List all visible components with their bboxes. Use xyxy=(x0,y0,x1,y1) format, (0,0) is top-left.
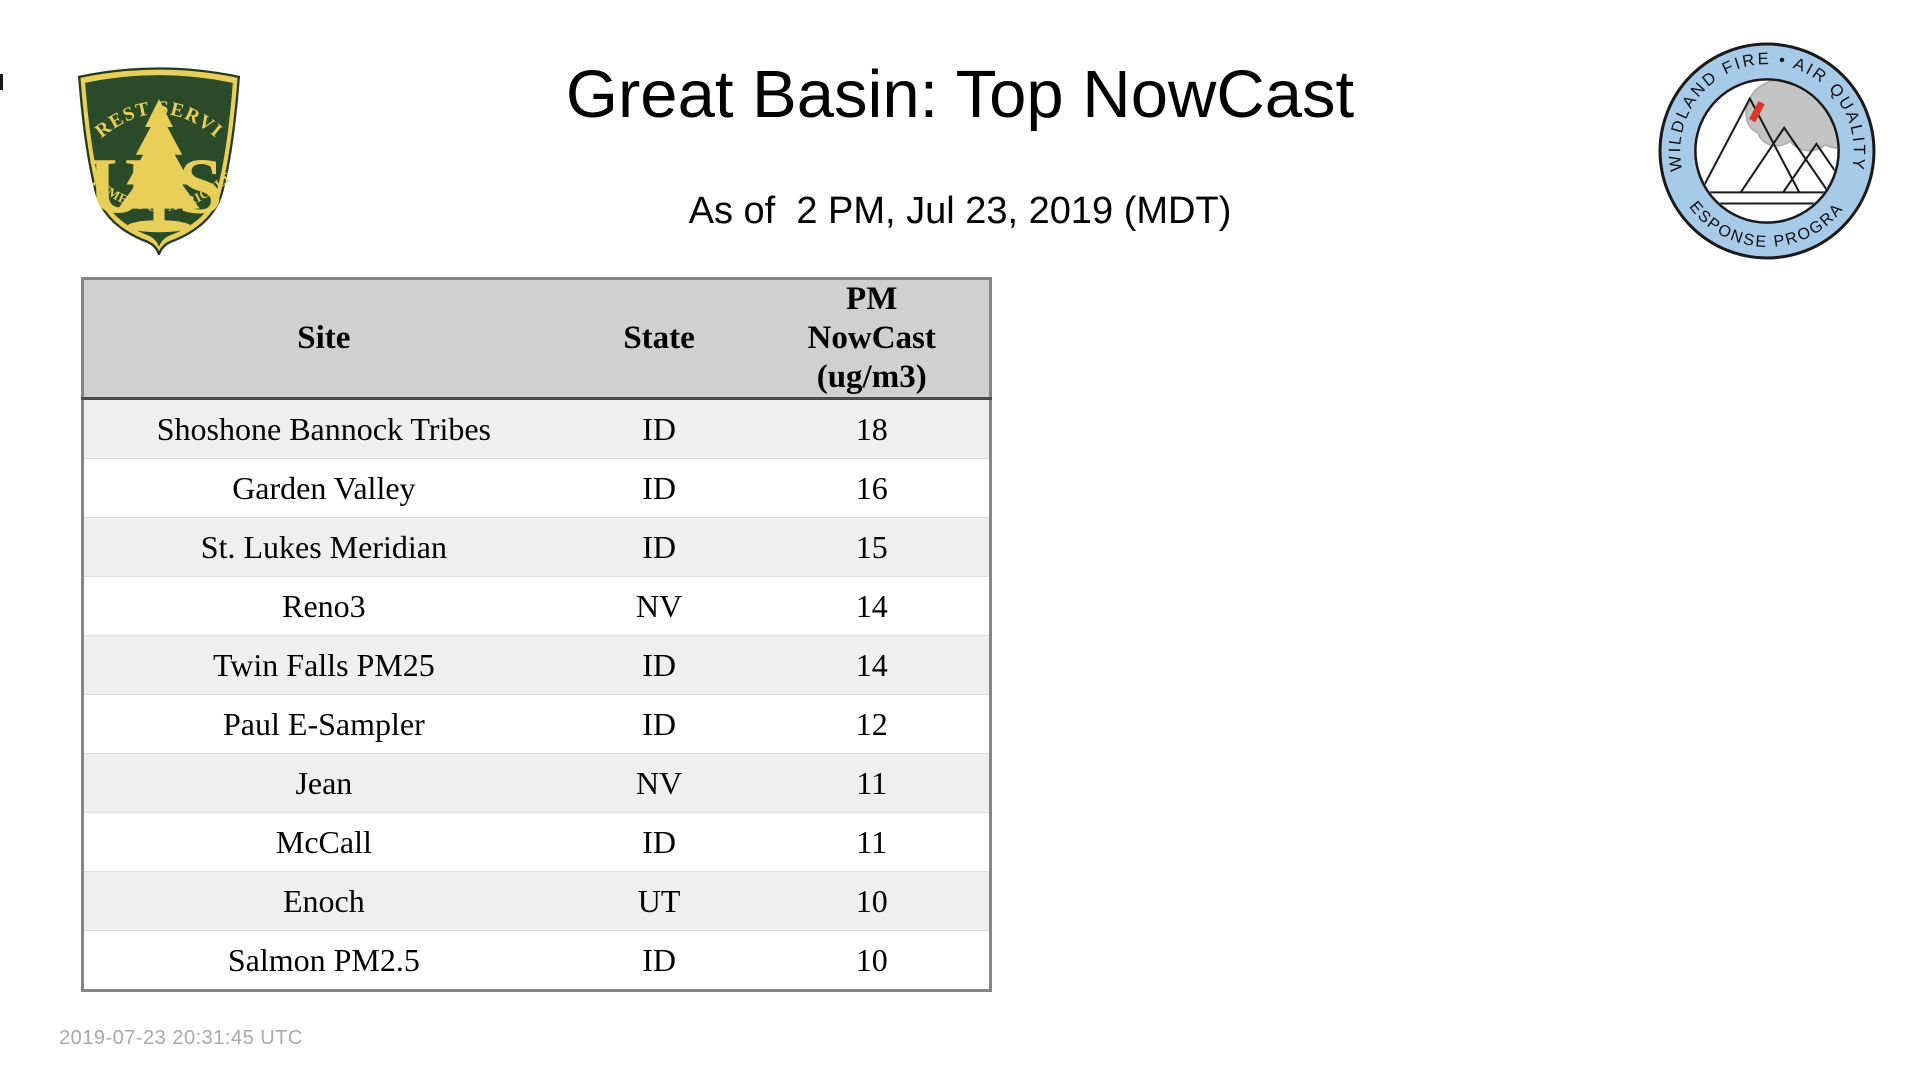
cell-pm-nowcast: 12 xyxy=(855,705,888,742)
cell-pm-nowcast: 14 xyxy=(855,646,888,683)
cell-site: St. Lukes Meridian xyxy=(200,528,447,565)
cell-pm-nowcast: 11 xyxy=(856,764,888,801)
table-row: Reno3 NV 14 xyxy=(82,576,991,636)
nowcast-table: Site State PM NowCast (ug/m3) Shoshone B… xyxy=(81,277,992,992)
cell-pm-nowcast: 14 xyxy=(855,587,888,624)
cell-state: ID xyxy=(642,823,676,860)
cell-state: ID xyxy=(642,646,676,683)
wildland-fire-air-quality-badge: WILDLAND FIRE • AIR QUALITY RESPONSE PRO… xyxy=(1656,40,1876,260)
cell-pm-nowcast: 15 xyxy=(855,528,888,565)
generated-timestamp: 2019-07-23 20:31:45 UTC xyxy=(59,1027,303,1049)
cell-site: Jean xyxy=(295,764,353,801)
screen-edge-artifact xyxy=(0,74,3,90)
table-row: Jean NV 11 xyxy=(82,753,991,813)
table-row: Garden Valley ID 16 xyxy=(82,458,991,518)
nowcast-table-container: Site State PM NowCast (ug/m3) Shoshone B… xyxy=(81,277,992,992)
cell-pm-nowcast: 10 xyxy=(855,882,888,919)
shield-letter-s: S xyxy=(179,142,223,230)
fire-mark-icon xyxy=(1749,101,1765,123)
nowcast-table-body: Shoshone Bannock Tribes ID 18 Garden Valley… xyxy=(82,398,991,991)
cell-site: Garden Valley xyxy=(232,469,416,506)
cell-state: NV xyxy=(635,587,683,624)
table-row: Enoch UT 10 xyxy=(82,871,991,931)
cell-state: ID xyxy=(642,528,676,565)
cell-pm-nowcast: 18 xyxy=(855,410,888,447)
table-header-row: Site State PM NowCast (ug/m3) xyxy=(82,278,991,399)
cell-pm-nowcast: 16 xyxy=(855,469,888,506)
table-row: Salmon PM2.5 ID 10 xyxy=(82,930,991,991)
cell-site: Shoshone Bannock Tribes xyxy=(156,410,491,447)
table-row: McCall ID 11 xyxy=(82,812,991,872)
cell-site: Twin Falls PM25 xyxy=(212,646,435,683)
cell-state: ID xyxy=(642,469,676,506)
column-header-state: State xyxy=(563,278,755,399)
cell-state: ID xyxy=(642,705,676,742)
page-title: Great Basin: Top NowCast xyxy=(565,57,1355,132)
cell-site: McCall xyxy=(275,823,372,860)
column-header-site: Site xyxy=(82,278,564,399)
cell-site: Reno3 xyxy=(282,587,366,624)
cell-pm-nowcast: 10 xyxy=(855,941,888,978)
cell-state: NV xyxy=(635,764,683,801)
cell-state: UT xyxy=(637,882,681,919)
cell-site: Salmon PM2.5 xyxy=(227,941,420,978)
cell-site: Paul E-Sampler xyxy=(223,705,425,742)
cell-state: ID xyxy=(642,410,676,447)
cell-pm-nowcast: 11 xyxy=(856,823,888,860)
table-row: St. Lukes Meridian ID 15 xyxy=(82,517,991,577)
table-row: Paul E-Sampler ID 12 xyxy=(82,694,991,754)
forest-service-logo: FOREST SERVICE U S DEPARTMENT OF AGRICUL… xyxy=(66,49,241,255)
pine-tree-icon xyxy=(118,99,200,226)
table-row: Twin Falls PM25 ID 14 xyxy=(82,635,991,695)
column-header-pm-nowcast: PM NowCast (ug/m3) xyxy=(754,278,991,399)
cell-state: ID xyxy=(642,941,676,978)
tree-base-mound xyxy=(127,220,191,233)
table-row: Shoshone Bannock Tribes ID 18 xyxy=(82,398,991,459)
cell-site: Enoch xyxy=(282,882,365,919)
page-subtitle: As of 2 PM, Jul 23, 2019 (MDT) xyxy=(688,190,1232,232)
